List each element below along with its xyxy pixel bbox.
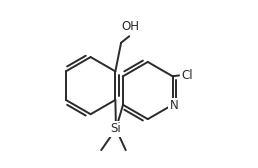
Text: Si: Si [111,122,121,135]
Text: N: N [170,99,178,112]
Text: OH: OH [121,20,139,33]
Text: Cl: Cl [182,69,193,82]
